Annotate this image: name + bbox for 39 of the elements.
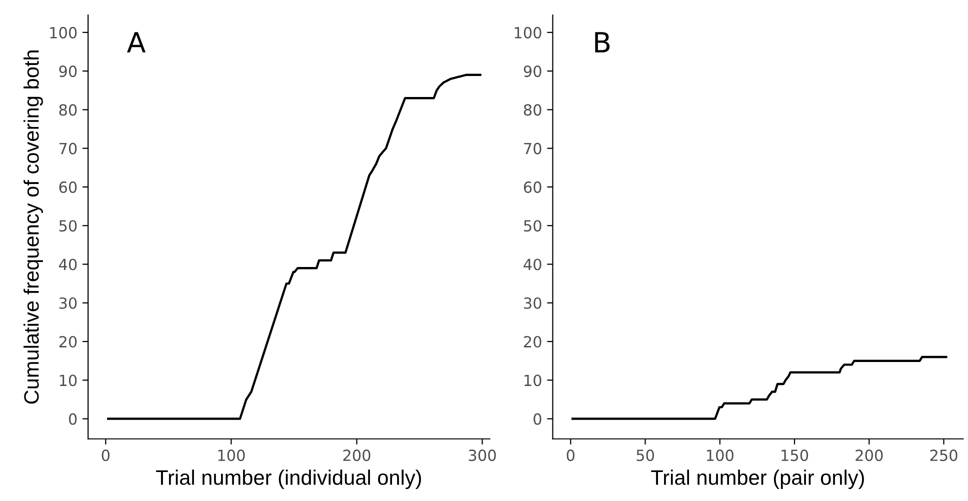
x-tick-label: 50	[636, 450, 654, 462]
y-axis-title: Cumulative frequency of covering both	[24, 50, 43, 404]
y-tick-label: 40	[58, 258, 77, 270]
y-tick-label: 50	[524, 220, 542, 232]
x-axis-title: Trial number (pair only)	[651, 470, 864, 490]
x-tick-label: 200	[856, 450, 883, 462]
line-series	[571, 356, 948, 420]
y-tick-label: 20	[524, 336, 542, 348]
x-tick-label: 250	[930, 450, 958, 462]
y-tick-label: 20	[59, 336, 77, 348]
y-tick-label: 80	[59, 104, 77, 116]
x-tick-label: 0	[566, 450, 574, 462]
y-tick-label: 30	[524, 297, 542, 309]
annotation: B	[595, 32, 610, 52]
y-tick-label: 10	[524, 374, 542, 386]
y-tick-label: 90	[524, 66, 542, 78]
x-tick-label: 200	[343, 450, 370, 462]
y-tick-label: 70	[524, 142, 542, 154]
y-tick-label: 30	[59, 297, 77, 309]
y-tick-label: 0	[534, 413, 542, 425]
y-tick-label: 0	[68, 413, 77, 425]
y-tick-label: 100	[514, 26, 542, 38]
y-tick-label: 80	[524, 104, 542, 116]
y-tick-label: 10	[60, 374, 77, 386]
y-tick-label: 100	[50, 26, 77, 38]
y-tick-label: 70	[59, 142, 77, 154]
y-tick-label: 60	[59, 181, 77, 193]
line-series	[107, 74, 482, 420]
y-tick-label: 90	[59, 66, 77, 78]
x-tick-label: 100	[706, 450, 734, 462]
annotation: A	[127, 32, 146, 52]
y-tick-label: 60	[524, 181, 542, 193]
x-tick-label: 150	[782, 450, 808, 462]
y-tick-label: 40	[524, 258, 542, 270]
x-tick-label: 0	[102, 450, 110, 462]
x-axis-title: Trial number (individual only)	[156, 470, 422, 490]
x-tick-label: 100	[218, 450, 245, 462]
x-tick-label: 300	[468, 450, 496, 462]
y-tick-label: 50	[59, 220, 77, 232]
